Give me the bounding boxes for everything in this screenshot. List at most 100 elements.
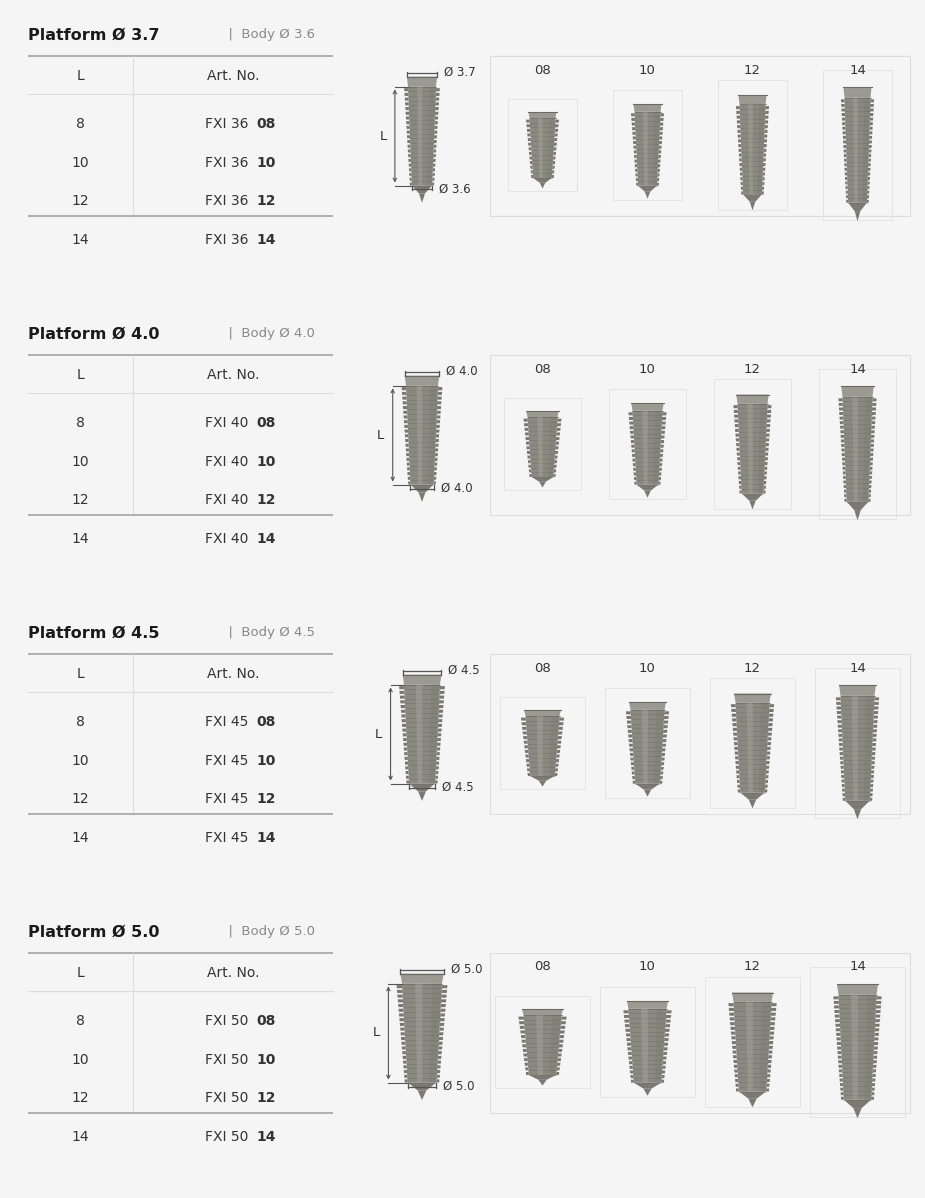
Polygon shape bbox=[433, 173, 435, 176]
Text: 14: 14 bbox=[72, 532, 90, 545]
Polygon shape bbox=[631, 114, 635, 116]
Polygon shape bbox=[843, 476, 845, 479]
Polygon shape bbox=[733, 1051, 736, 1053]
Polygon shape bbox=[437, 752, 440, 755]
Text: FXI 40: FXI 40 bbox=[205, 416, 253, 430]
Polygon shape bbox=[662, 417, 666, 420]
Polygon shape bbox=[732, 709, 736, 712]
Polygon shape bbox=[869, 480, 871, 484]
Polygon shape bbox=[874, 712, 878, 714]
Polygon shape bbox=[759, 1002, 771, 1091]
Polygon shape bbox=[435, 121, 438, 125]
Text: 10: 10 bbox=[72, 156, 90, 170]
Polygon shape bbox=[873, 1065, 877, 1067]
Polygon shape bbox=[737, 120, 740, 123]
Polygon shape bbox=[735, 702, 770, 793]
Polygon shape bbox=[398, 999, 403, 1003]
Polygon shape bbox=[749, 201, 756, 211]
Polygon shape bbox=[520, 1025, 524, 1029]
Polygon shape bbox=[738, 467, 741, 470]
Polygon shape bbox=[555, 120, 559, 122]
Polygon shape bbox=[869, 498, 870, 502]
Polygon shape bbox=[525, 1072, 529, 1075]
Polygon shape bbox=[630, 1071, 633, 1073]
Polygon shape bbox=[657, 179, 660, 181]
Text: FXI 36: FXI 36 bbox=[205, 194, 253, 208]
Polygon shape bbox=[764, 144, 767, 147]
Polygon shape bbox=[401, 1037, 405, 1040]
Polygon shape bbox=[738, 149, 742, 152]
Text: |  Body Ø 3.6: | Body Ø 3.6 bbox=[220, 28, 315, 41]
Polygon shape bbox=[843, 467, 845, 470]
Text: 14: 14 bbox=[72, 830, 90, 845]
Polygon shape bbox=[553, 157, 556, 159]
Polygon shape bbox=[771, 1008, 776, 1011]
Polygon shape bbox=[401, 701, 405, 703]
Polygon shape bbox=[402, 401, 407, 405]
Polygon shape bbox=[401, 1028, 404, 1030]
Bar bbox=[706, 976, 799, 1107]
Polygon shape bbox=[845, 173, 847, 175]
Polygon shape bbox=[853, 98, 857, 202]
Polygon shape bbox=[438, 738, 441, 742]
Polygon shape bbox=[523, 732, 527, 734]
Polygon shape bbox=[538, 117, 543, 179]
Polygon shape bbox=[436, 97, 439, 101]
Polygon shape bbox=[871, 752, 875, 755]
Polygon shape bbox=[627, 725, 632, 728]
Polygon shape bbox=[739, 485, 742, 489]
Polygon shape bbox=[868, 177, 870, 180]
Polygon shape bbox=[524, 1015, 561, 1075]
Polygon shape bbox=[732, 1036, 735, 1040]
Polygon shape bbox=[734, 410, 738, 413]
Polygon shape bbox=[730, 1017, 734, 1021]
Polygon shape bbox=[660, 454, 663, 456]
Polygon shape bbox=[635, 783, 660, 789]
Polygon shape bbox=[539, 183, 546, 188]
Polygon shape bbox=[870, 793, 872, 797]
Bar bbox=[719, 79, 786, 211]
Polygon shape bbox=[626, 1034, 631, 1036]
Polygon shape bbox=[871, 430, 875, 434]
Polygon shape bbox=[438, 719, 442, 722]
Polygon shape bbox=[623, 1015, 629, 1018]
Polygon shape bbox=[737, 780, 740, 783]
Polygon shape bbox=[844, 1100, 871, 1108]
Polygon shape bbox=[418, 492, 426, 502]
Polygon shape bbox=[872, 1083, 875, 1087]
Polygon shape bbox=[408, 145, 411, 147]
Text: 08: 08 bbox=[534, 63, 551, 77]
Polygon shape bbox=[869, 495, 870, 497]
Polygon shape bbox=[522, 727, 526, 730]
Polygon shape bbox=[526, 411, 559, 417]
Text: 10: 10 bbox=[639, 961, 656, 974]
Polygon shape bbox=[876, 1010, 881, 1014]
Polygon shape bbox=[758, 104, 766, 194]
Polygon shape bbox=[628, 412, 633, 416]
Polygon shape bbox=[408, 482, 411, 484]
Polygon shape bbox=[548, 117, 556, 179]
Polygon shape bbox=[852, 696, 857, 800]
Polygon shape bbox=[405, 443, 409, 447]
Polygon shape bbox=[525, 755, 529, 757]
Polygon shape bbox=[749, 501, 756, 509]
Polygon shape bbox=[631, 444, 635, 448]
Polygon shape bbox=[765, 448, 769, 450]
Polygon shape bbox=[556, 442, 559, 444]
Polygon shape bbox=[432, 177, 435, 181]
Polygon shape bbox=[555, 129, 558, 132]
Polygon shape bbox=[521, 718, 526, 721]
Polygon shape bbox=[836, 707, 841, 709]
Polygon shape bbox=[560, 1030, 565, 1034]
Polygon shape bbox=[436, 435, 439, 437]
Polygon shape bbox=[874, 707, 879, 709]
Polygon shape bbox=[839, 748, 843, 750]
Polygon shape bbox=[638, 186, 657, 192]
Polygon shape bbox=[871, 425, 875, 429]
Polygon shape bbox=[441, 994, 447, 998]
Polygon shape bbox=[844, 485, 846, 488]
Text: 14: 14 bbox=[849, 63, 866, 77]
Polygon shape bbox=[631, 435, 634, 438]
Polygon shape bbox=[403, 1065, 407, 1069]
Text: 12: 12 bbox=[72, 494, 90, 507]
